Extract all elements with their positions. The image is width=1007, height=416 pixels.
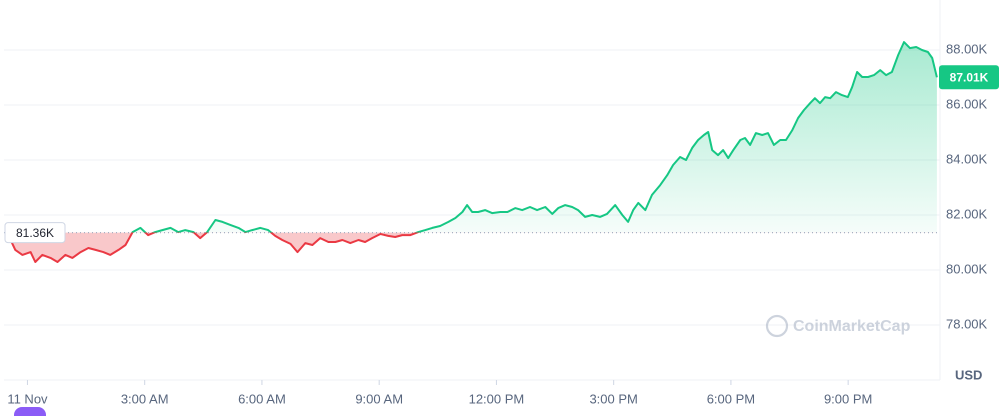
y-tick-label: 84.00K xyxy=(946,151,988,166)
y-tick-label: 82.00K xyxy=(946,206,988,221)
current-price-box xyxy=(939,65,999,90)
x-tick-label: 9:00 AM xyxy=(355,391,403,406)
watermark-logo xyxy=(765,314,789,338)
side-button[interactable] xyxy=(14,407,46,416)
x-tick-label: 6:00 PM xyxy=(707,391,755,406)
watermark-text: CoinMarketCap xyxy=(793,318,911,335)
x-tick-label: 6:00 AM xyxy=(238,391,286,406)
x-tick-label: 3:00 PM xyxy=(589,391,637,406)
reference-label: 81.36K xyxy=(16,226,54,240)
y-unit: USD xyxy=(955,367,982,382)
current-price-label: 87.01K xyxy=(950,70,989,84)
main-layer: 78.00K 80.00K 82.00K 84.00K 86.00K 88.00K 11 N… xyxy=(4,41,999,406)
y-tick-label: 86.00K xyxy=(946,96,988,111)
x-tick-label: 11 Nov xyxy=(7,391,48,406)
y-tick-label: 78.00K xyxy=(946,316,988,331)
watermark: CoinMarketCap xyxy=(765,314,911,338)
y-tick-label: 88.00K xyxy=(946,41,988,56)
reference-label-box xyxy=(4,222,66,244)
x-tick-label: 12:00 PM xyxy=(469,391,525,406)
area-layer xyxy=(4,42,940,262)
price-area xyxy=(8,42,937,262)
y-tick-label: 80.00K xyxy=(946,261,988,276)
x-tick-label: 3:00 AM xyxy=(121,391,169,406)
x-tick-label: 9:00 PM xyxy=(824,391,872,406)
price-line xyxy=(7,41,938,263)
